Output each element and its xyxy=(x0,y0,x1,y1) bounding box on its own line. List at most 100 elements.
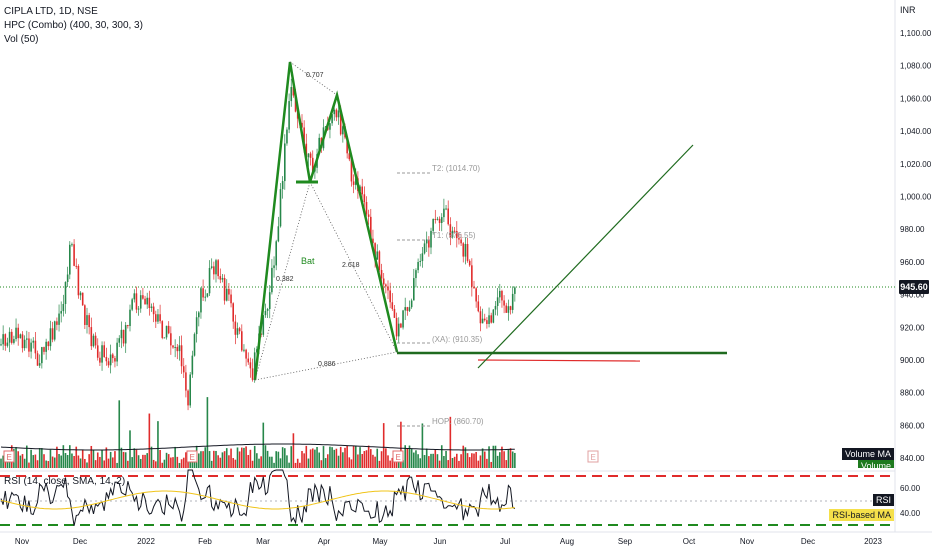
volume-bar xyxy=(256,453,258,468)
time-axis[interactable]: Nov Dec 2022 Feb Mar Apr May Jun Jul Aug Sep Oct Nov… xyxy=(15,537,883,546)
volume-bar xyxy=(423,455,426,468)
volume-bar xyxy=(286,455,288,468)
candle-body xyxy=(404,307,406,311)
volume-bar xyxy=(430,453,432,468)
hpc-indicator-legend[interactable]: HPC (Combo) (400, 30, 300, 3) xyxy=(4,20,143,31)
earnings-badge[interactable]: E xyxy=(587,450,599,463)
volume-bar xyxy=(124,452,127,468)
candle-body xyxy=(109,354,112,366)
volume-bar xyxy=(94,460,97,468)
candle-body xyxy=(144,298,146,305)
candle-body xyxy=(107,361,110,366)
volume-bar xyxy=(152,459,155,468)
candle-body xyxy=(294,95,297,112)
time-tick-label: Feb xyxy=(198,537,212,546)
ratio-mid-label: 2.618 xyxy=(342,262,360,269)
candle-body xyxy=(28,338,30,352)
volume-bar xyxy=(176,456,179,468)
volume-bar xyxy=(443,456,445,468)
volume-bar xyxy=(182,457,185,468)
volume-bar xyxy=(206,397,209,468)
volume-bar xyxy=(191,461,194,468)
candle-body xyxy=(421,253,424,261)
candle-body xyxy=(30,342,32,352)
candle-body xyxy=(249,362,252,369)
volume-bar xyxy=(69,445,71,468)
volume-bar xyxy=(402,460,404,468)
candle-body xyxy=(53,321,56,340)
candle-body xyxy=(88,315,90,328)
volume-bar xyxy=(219,457,222,468)
volume-bar xyxy=(389,460,391,468)
time-tick-label: 2023 xyxy=(864,537,882,546)
candle-body xyxy=(273,265,275,268)
volume-indicator-legend[interactable]: Vol (50) xyxy=(4,34,39,45)
candle-body xyxy=(221,278,224,280)
candle-body xyxy=(36,353,39,366)
volume-bar xyxy=(210,460,213,468)
volume-bar xyxy=(43,454,45,468)
candle-body xyxy=(436,218,439,220)
volume-bar xyxy=(505,460,508,468)
price-tick-label: 1,100.00 xyxy=(900,29,932,38)
candle-body xyxy=(215,260,217,275)
candle-body xyxy=(471,265,473,287)
candle-body xyxy=(148,297,151,309)
candle-body xyxy=(453,230,456,232)
volume-bar xyxy=(380,451,383,468)
volume-bar xyxy=(432,453,434,468)
rsi-indicator-legend[interactable]: RSI (14, close, SMA, 14, 2) xyxy=(4,476,126,487)
candle-body xyxy=(6,342,9,346)
volume-bar xyxy=(374,456,376,468)
time-tick-label: 2022 xyxy=(137,537,155,546)
volume-bar xyxy=(511,451,514,468)
volume-bar xyxy=(273,462,275,468)
symbol-legend[interactable]: CIPLA LTD, 1D, NSE xyxy=(4,6,98,17)
volume-bar xyxy=(260,456,262,468)
candle-body xyxy=(157,314,159,322)
candle-body xyxy=(301,122,303,128)
volume-bar xyxy=(161,462,164,468)
volume-bar xyxy=(339,446,342,468)
candle-body xyxy=(496,297,499,306)
volume-bar xyxy=(198,453,200,468)
candle-body xyxy=(367,214,370,217)
volume-bar xyxy=(359,447,361,468)
uptrend-line xyxy=(477,144,694,369)
candle-body xyxy=(492,309,495,323)
candle-body xyxy=(370,216,372,239)
volume-bar xyxy=(404,445,406,468)
candle-body xyxy=(247,358,250,363)
price-axis[interactable]: 1,100.00 1,080.00 1,060.00 1,040.00 1,020.00… xyxy=(900,29,932,463)
candle-body xyxy=(428,239,430,248)
volume-bar xyxy=(309,449,312,468)
price-tick-label: 960.00 xyxy=(900,258,925,267)
volume-bar xyxy=(225,448,228,468)
candle-body xyxy=(385,284,387,287)
candle-body xyxy=(507,306,510,313)
earnings-badge[interactable]: E xyxy=(392,450,404,463)
volume-bar xyxy=(417,454,419,468)
candle-body xyxy=(264,310,267,316)
candle-body xyxy=(400,323,402,328)
candle-body xyxy=(266,308,269,311)
candle-body xyxy=(365,202,368,215)
earnings-badge[interactable]: E xyxy=(186,450,198,463)
volume-bar xyxy=(445,450,447,468)
candle-body xyxy=(378,251,381,270)
volume-bar xyxy=(440,445,443,468)
candle-body xyxy=(434,219,437,221)
candle-body xyxy=(15,327,17,340)
volume-bar xyxy=(223,451,226,468)
volume-bar xyxy=(473,453,475,468)
candle-body xyxy=(213,266,215,275)
rsi-axis: 60.00 40.00 xyxy=(900,484,921,518)
earnings-badge[interactable]: E xyxy=(3,450,15,463)
volume-bar xyxy=(249,449,252,468)
candle-body xyxy=(99,357,101,363)
volume-bar xyxy=(288,462,290,468)
volume-bar xyxy=(137,455,140,468)
candle-body xyxy=(335,109,338,118)
